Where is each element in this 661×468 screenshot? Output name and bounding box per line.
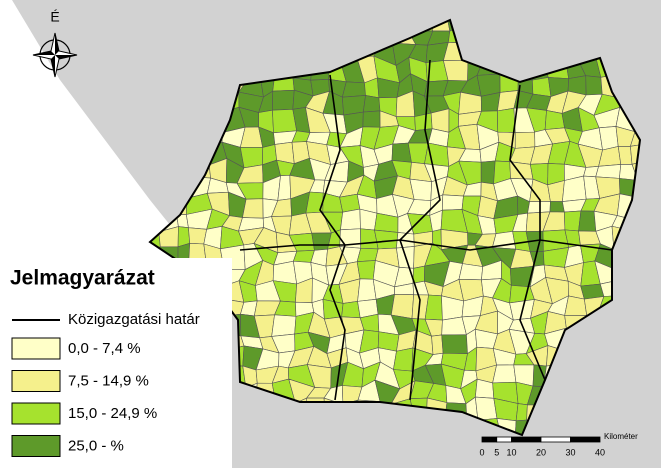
municipality <box>272 108 298 134</box>
legend-swatch <box>11 337 61 360</box>
municipality <box>549 201 565 213</box>
municipality <box>390 294 414 319</box>
municipality <box>272 260 298 285</box>
municipality <box>271 314 297 337</box>
legend-swatch <box>11 370 61 392</box>
municipality <box>562 175 587 202</box>
municipality <box>527 201 551 214</box>
legend-classes: 0,0 - 7,4 % 7,5 - 14,9 % 15,0 - 24,9 % 25,0… <box>11 337 157 457</box>
municipality <box>458 91 482 115</box>
north-label: É <box>50 9 59 25</box>
municipality <box>340 208 361 231</box>
municipality <box>374 229 399 250</box>
municipality <box>585 75 603 96</box>
compass <box>32 32 78 78</box>
legend-title: Jelmagyarázat <box>10 267 155 290</box>
legend-label: 0,0 - 7,4 % <box>68 340 141 357</box>
municipality <box>458 263 484 281</box>
municipality <box>356 247 379 263</box>
municipality <box>514 131 536 149</box>
legend-label: 25,0 - % <box>68 437 124 454</box>
legend-label: 15,0 - 24,9 % <box>68 405 157 422</box>
municipality <box>564 210 582 232</box>
municipality <box>239 147 264 169</box>
municipality <box>617 146 633 165</box>
scale-segment <box>511 436 542 443</box>
scale-tick-label: 30 <box>565 447 575 457</box>
municipality <box>356 260 376 280</box>
scale-tick-label: 10 <box>506 447 516 457</box>
municipality <box>578 210 597 232</box>
legend-swatch <box>11 402 61 425</box>
scale-segment <box>481 436 498 443</box>
municipality <box>272 89 295 111</box>
municipality <box>431 334 444 355</box>
municipality <box>480 160 496 185</box>
municipality <box>497 107 516 133</box>
municipality <box>474 396 498 421</box>
district-borders <box>239 59 613 401</box>
scale-bar: 0 5 10 20 30 40 Kilométer <box>479 432 638 457</box>
municipality <box>188 227 208 245</box>
municipality <box>359 208 378 231</box>
municipality <box>242 198 264 219</box>
municipality <box>598 126 619 151</box>
scale-tick-label: 5 <box>494 447 499 457</box>
municipality <box>544 110 565 130</box>
municipality <box>341 81 366 98</box>
municipality <box>492 364 517 384</box>
municipality <box>515 403 528 422</box>
legend-label: 7,5 - 14,9 % <box>68 372 149 389</box>
scale-unit: Kilométer <box>604 432 638 441</box>
scale-tick-label: 40 <box>595 447 605 457</box>
legend-box <box>0 258 232 468</box>
scale-segment <box>540 436 571 443</box>
municipality <box>441 334 468 354</box>
scale-tick-label: 20 <box>536 447 546 457</box>
municipality <box>532 77 552 97</box>
municipality <box>595 164 622 179</box>
scale-segment <box>570 436 601 443</box>
municipality <box>442 194 464 211</box>
municipality <box>630 142 640 165</box>
legend-swatch <box>11 435 61 457</box>
municipality <box>341 301 361 319</box>
municipality <box>412 265 425 284</box>
scale-segment <box>496 436 512 443</box>
legend-label: Közigazgatási határ <box>68 311 200 328</box>
municipality <box>393 347 414 372</box>
municipality <box>362 110 381 128</box>
scale-tick-label: 0 <box>479 447 484 457</box>
municipality <box>564 295 588 316</box>
municipality <box>362 95 381 113</box>
